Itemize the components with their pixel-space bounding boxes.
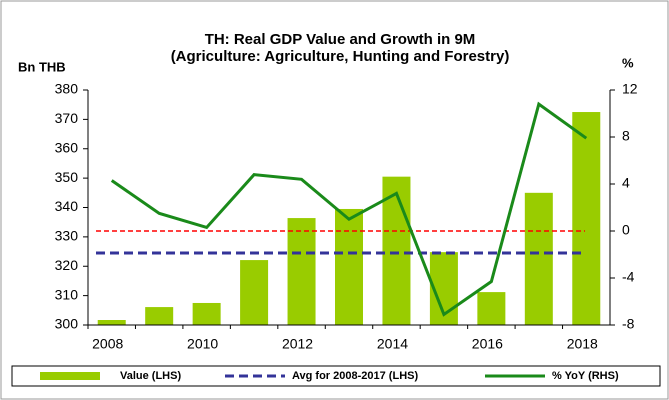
bar	[335, 208, 363, 325]
y2-tick-label: 12	[622, 81, 638, 97]
axes	[87, 90, 611, 326]
bar	[145, 307, 174, 325]
x-tick-label: 2012	[282, 336, 313, 352]
x-tick-label: 2010	[187, 336, 218, 352]
bar	[192, 302, 221, 325]
bar	[97, 320, 126, 325]
x-tick-label: 2014	[377, 336, 408, 352]
x-tick-label: 2016	[472, 336, 503, 352]
legend-swatch	[40, 372, 100, 380]
y-axis-label: Bn THB	[18, 59, 66, 74]
chart-title: TH: Real GDP Value and Growth in 9M	[205, 31, 476, 48]
y-tick-label: 340	[55, 198, 79, 214]
y-tick-label: 380	[55, 81, 79, 97]
legend-label: Value (LHS)	[120, 370, 181, 382]
y2-axis-label: %	[622, 55, 634, 70]
bar	[572, 112, 601, 325]
y-tick-label: 360	[55, 139, 79, 155]
line	[110, 101, 588, 317]
y2-tick-label: -8	[622, 316, 635, 332]
y-tick-label: 320	[55, 257, 79, 273]
y-tick-label: 310	[55, 286, 79, 302]
bar	[287, 218, 316, 325]
y2-tick-label: 0	[622, 222, 630, 238]
bar	[382, 176, 411, 325]
bar	[524, 192, 553, 325]
y2-tick-label: -4	[622, 269, 635, 285]
y-tick-label: 350	[55, 169, 79, 185]
bar	[240, 260, 269, 325]
y2-tick-label: 8	[622, 128, 630, 144]
legend-box	[11, 365, 661, 387]
x-tick-label: 2008	[92, 336, 123, 352]
bar	[477, 292, 506, 325]
y-tick-label: 370	[55, 110, 79, 126]
y2-tick-label: 4	[622, 175, 630, 191]
legend-label: % YoY (RHS)	[552, 370, 619, 382]
x-tick-label: 2018	[567, 336, 598, 352]
y-tick-label: 330	[55, 228, 79, 244]
chart-subtitle: (Agriculture: Agriculture, Hunting and F…	[171, 48, 510, 65]
y-tick-label: 300	[55, 316, 79, 332]
legend-label: Avg for 2008-2017 (LHS)	[292, 370, 418, 382]
